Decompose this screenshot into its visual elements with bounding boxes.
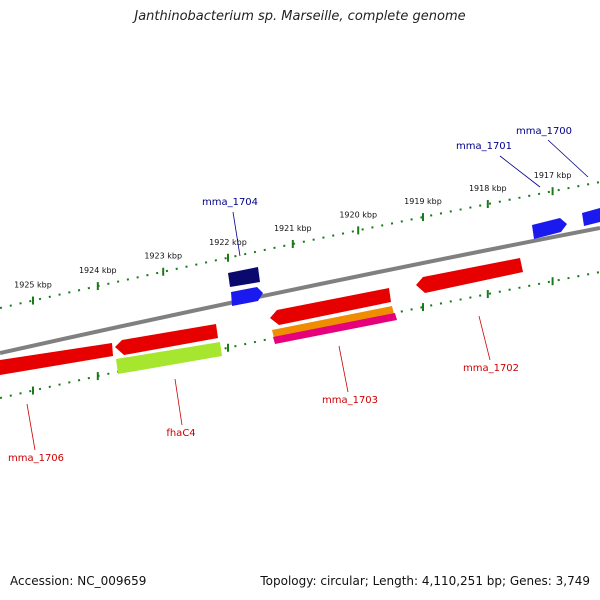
gene-mma_1702-shape: [416, 258, 523, 293]
leader-mma_1702: [478, 315, 491, 361]
gene-label-fhaC4[interactable]: fhaC4: [166, 428, 195, 439]
tick-labels: 1925 kbp 1924 kbp 1923 kbp 1922 kbp 1921 kbp…: [14, 171, 571, 289]
gene-mma_1706-feature[interactable]: [0, 343, 113, 375]
tick-label: 1924 kbp: [79, 266, 117, 275]
gene-mma_1701-shape: [532, 218, 567, 239]
gene-mma_1704-shape: [228, 267, 260, 287]
gene-mma_1703-shape: [270, 288, 391, 325]
gene-mma_1700-feature[interactable]: [582, 208, 600, 226]
tick-label: 1920 kbp: [339, 210, 377, 219]
gene-label-mma_1701[interactable]: mma_1701: [456, 141, 512, 152]
gene-fhaC4-feature[interactable]: [115, 324, 222, 374]
accession-text: Accession: NC_009659: [10, 574, 147, 588]
leader-mma_1701: [499, 155, 541, 188]
gene-fhaC4-shape: [116, 342, 222, 374]
tick-label: 1921 kbp: [274, 224, 312, 233]
gene-mma_1706-shape: [0, 343, 113, 375]
leader-fhaC4: [174, 378, 183, 426]
tick-label: 1917 kbp: [534, 171, 572, 180]
leader-mma_1706: [26, 403, 36, 451]
gene-label-mma_1706[interactable]: mma_1706: [8, 453, 64, 464]
leader-mma_1700: [547, 139, 589, 178]
genome-backbone: [0, 226, 600, 355]
gene-mma_1700-shape: [582, 208, 600, 226]
gene-mma_1703-shape: [272, 306, 394, 338]
tick-label: 1925 kbp: [14, 281, 52, 290]
gene-label-mma_1704[interactable]: mma_1704: [202, 197, 258, 208]
leader-mma_1704: [232, 211, 241, 257]
gene-mma_1704-shape: [231, 287, 263, 306]
gene-mma_1703-shape: [273, 313, 397, 344]
gene-label-mma_1700[interactable]: mma_1700: [516, 126, 572, 137]
tick-label: 1923 kbp: [144, 252, 182, 261]
tick-label: 1919 kbp: [404, 197, 442, 206]
tick-label: 1918 kbp: [469, 184, 507, 193]
gene-mma_1702-feature[interactable]: [416, 258, 523, 293]
gene-mma_1703-feature[interactable]: [270, 288, 397, 344]
gene-mma_1704-feature[interactable]: [228, 267, 263, 306]
gene-mma_1701-feature[interactable]: [532, 218, 567, 239]
gene-label-mma_1703[interactable]: mma_1703: [322, 395, 378, 406]
tick-label: 1922 kbp: [209, 238, 247, 247]
gene-fhaC4-shape: [115, 324, 218, 355]
map-title: Janthinobacterium sp. Marseille, complet…: [134, 9, 466, 24]
genome-summary: Topology: circular; Length: 4,110,251 bp…: [260, 574, 590, 588]
leader-mma_1703: [338, 345, 349, 393]
gene-label-mma_1702[interactable]: mma_1702: [463, 363, 519, 374]
